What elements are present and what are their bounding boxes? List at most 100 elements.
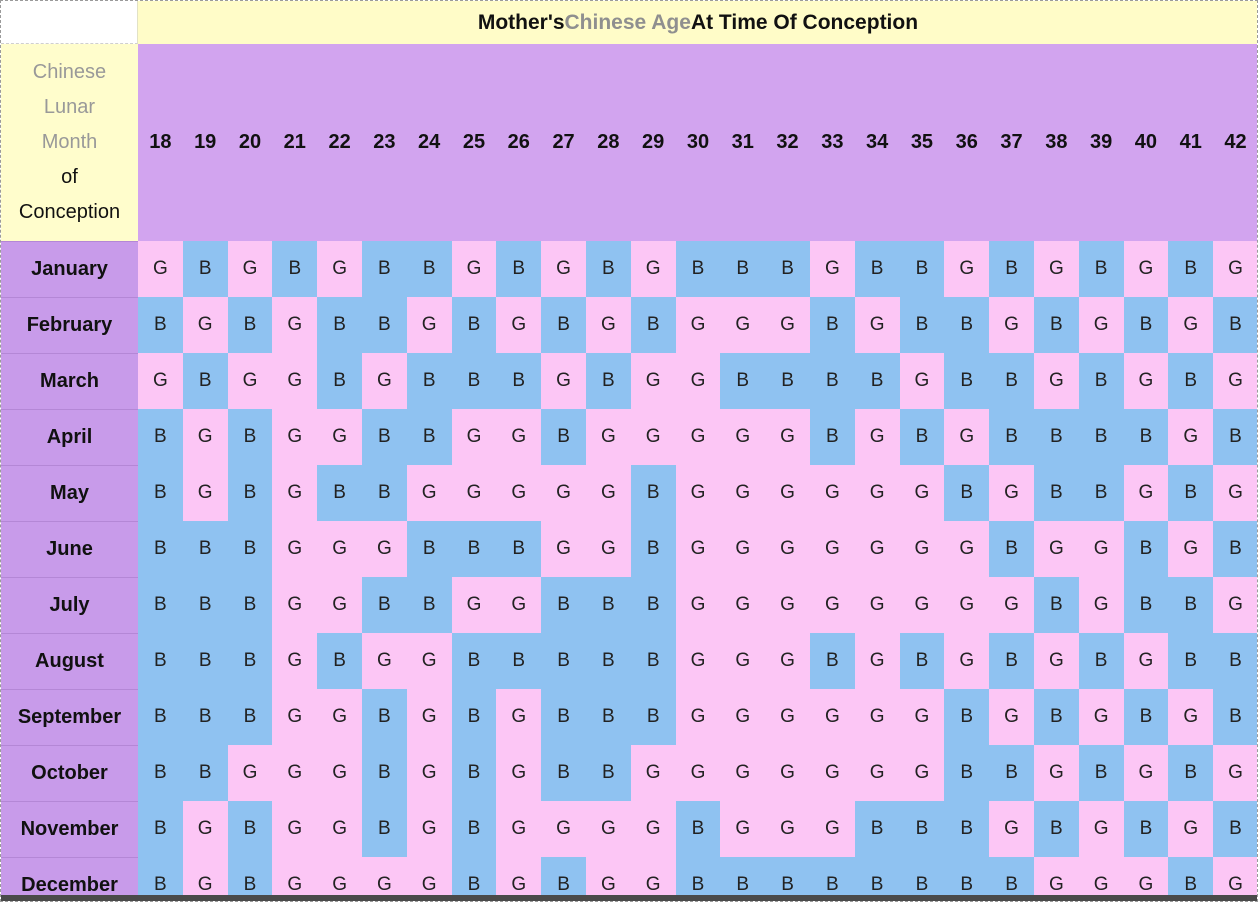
prediction-cell: G — [1213, 745, 1257, 801]
prediction-cell: B — [899, 801, 945, 857]
prediction-cell: G — [1033, 633, 1079, 689]
age-header-38: 38 — [1033, 44, 1079, 241]
prediction-cell: G — [854, 577, 900, 633]
prediction-cell: G — [1078, 521, 1124, 577]
prediction-cell: G — [899, 465, 945, 521]
prediction-cell: B — [138, 409, 183, 465]
prediction-cell: G — [899, 521, 945, 577]
prediction-cell: B — [1213, 689, 1257, 745]
prediction-cell: B — [317, 297, 362, 353]
prediction-cell: G — [1123, 241, 1169, 297]
prediction-cell: G — [854, 465, 900, 521]
prediction-cell: B — [361, 409, 407, 465]
bottom-edge — [1, 895, 1257, 901]
prediction-cell: B — [1213, 633, 1257, 689]
prediction-cell: G — [1033, 857, 1079, 901]
prediction-cell: B — [1168, 857, 1214, 901]
age-header-36: 36 — [944, 44, 990, 241]
prediction-cell: B — [1078, 633, 1124, 689]
prediction-cell: G — [451, 409, 497, 465]
prediction-cell: B — [675, 857, 721, 901]
prediction-cell: G — [585, 409, 631, 465]
prediction-cell: G — [765, 577, 810, 633]
prediction-cell: G — [675, 521, 721, 577]
month-label-december: December — [1, 857, 138, 901]
prediction-cell: B — [1168, 241, 1214, 297]
month-label-october: October — [1, 745, 138, 801]
prediction-cell: B — [317, 465, 362, 521]
prediction-cell: B — [227, 801, 273, 857]
prediction-cell: B — [1033, 409, 1079, 465]
prediction-cell: G — [361, 353, 407, 409]
prediction-cell: G — [272, 465, 318, 521]
age-header-20: 20 — [227, 44, 273, 241]
prediction-cell: G — [720, 801, 766, 857]
prediction-cell: B — [809, 353, 855, 409]
prediction-cell: B — [720, 857, 766, 901]
prediction-cell: B — [138, 521, 183, 577]
prediction-cell: G — [989, 465, 1034, 521]
prediction-cell: B — [585, 577, 631, 633]
prediction-cell: B — [1168, 633, 1214, 689]
prediction-cell: G — [541, 521, 586, 577]
row-axis-label: Chinese Lunar Month of Conception — [1, 44, 138, 241]
age-header-18: 18 — [138, 44, 183, 241]
prediction-cell: G — [1123, 465, 1169, 521]
month-label-september: September — [1, 689, 138, 745]
prediction-cell: B — [361, 297, 407, 353]
age-header-22: 22 — [317, 44, 362, 241]
prediction-cell: G — [675, 353, 721, 409]
prediction-cell: B — [1168, 577, 1214, 633]
prediction-cell: G — [899, 745, 945, 801]
prediction-cell: G — [944, 241, 990, 297]
prediction-cell: B — [630, 521, 676, 577]
prediction-cell: G — [630, 745, 676, 801]
prediction-cell: G — [809, 521, 855, 577]
prediction-cell: G — [809, 801, 855, 857]
prediction-cell: G — [675, 465, 721, 521]
row-axis-label-line-5: Conception — [18, 201, 121, 223]
prediction-cell: B — [182, 745, 228, 801]
prediction-cell: G — [675, 689, 721, 745]
prediction-cell: B — [944, 745, 990, 801]
prediction-cell: G — [720, 577, 766, 633]
prediction-cell: G — [541, 801, 586, 857]
prediction-cell: G — [317, 409, 362, 465]
age-header-27: 27 — [541, 44, 586, 241]
prediction-cell: G — [675, 577, 721, 633]
prediction-cell: B — [899, 297, 945, 353]
prediction-cell: B — [541, 689, 586, 745]
age-header-30: 30 — [675, 44, 721, 241]
prediction-cell: G — [317, 689, 362, 745]
prediction-cell: G — [1078, 801, 1124, 857]
prediction-cell: G — [317, 745, 362, 801]
prediction-cell: B — [585, 241, 631, 297]
prediction-cell: G — [451, 241, 497, 297]
prediction-cell: B — [1033, 689, 1079, 745]
prediction-cell: B — [496, 633, 542, 689]
prediction-cell: G — [854, 409, 900, 465]
prediction-cell: B — [675, 801, 721, 857]
prediction-cell: G — [406, 689, 452, 745]
age-header-39: 39 — [1078, 44, 1124, 241]
prediction-cell: B — [541, 577, 586, 633]
prediction-cell: G — [675, 633, 721, 689]
prediction-cell: G — [809, 465, 855, 521]
title-part-2: Chinese Age — [564, 10, 691, 34]
prediction-cell: B — [1123, 409, 1169, 465]
prediction-cell: G — [944, 633, 990, 689]
prediction-cell: B — [630, 297, 676, 353]
prediction-cell: G — [720, 521, 766, 577]
prediction-cell: B — [1168, 745, 1214, 801]
prediction-cell: B — [227, 521, 273, 577]
month-label-may: May — [1, 465, 138, 521]
prediction-cell: G — [272, 353, 318, 409]
prediction-cell: G — [227, 745, 273, 801]
prediction-cell: G — [765, 465, 810, 521]
prediction-cell: B — [227, 465, 273, 521]
prediction-cell: B — [182, 633, 228, 689]
prediction-cell: B — [541, 633, 586, 689]
prediction-cell: G — [585, 465, 631, 521]
prediction-cell: B — [1078, 465, 1124, 521]
